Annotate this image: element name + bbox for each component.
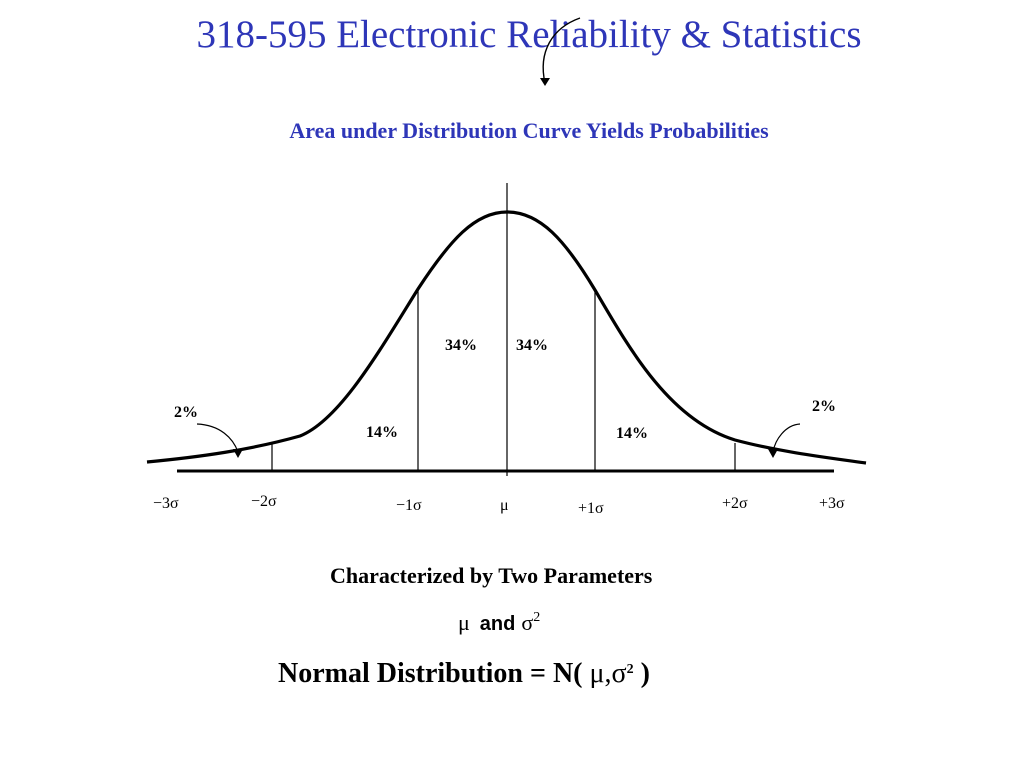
title-decoration-arrow	[542, 17, 581, 84]
sigma-label-plus-3: +3σ	[819, 495, 845, 512]
normal-distribution-formula: Normal Distribution = N( μ,σ2 )	[278, 658, 650, 690]
sigma-exponent: 2	[533, 610, 541, 625]
sigma-label-minus-1: −1σ	[396, 497, 422, 514]
formula-suffix: )	[640, 658, 650, 689]
sigma-label-plus-2: +2σ	[722, 495, 748, 512]
parameters-heading: Characterized by Two Parameters	[330, 563, 653, 588]
formula-prefix: Normal Distribution = N(	[278, 658, 583, 689]
title-decoration-arrowhead	[540, 78, 550, 86]
sigma-label-minus-2: −2σ	[251, 493, 277, 510]
diagram-subtitle: Area under Distribution Curve Yields Pro…	[289, 118, 769, 143]
and-word: and	[479, 613, 516, 635]
left-tail-arrowhead	[233, 449, 243, 458]
formula-params: μ,σ	[589, 658, 627, 689]
sigma-label-mu: μ	[500, 497, 509, 514]
label-inner-right: 34%	[516, 337, 548, 354]
mu-symbol: μ	[458, 610, 470, 635]
label-tail-right: 2%	[812, 398, 836, 415]
sigma-symbol: σ	[521, 610, 534, 635]
left-tail-arrow	[196, 423, 239, 453]
parameters-symbols: μ and σ2	[458, 610, 540, 636]
label-tail-left: 2%	[174, 404, 198, 421]
label-inner-left: 34%	[445, 337, 477, 354]
formula-exponent: 2	[626, 662, 634, 677]
right-tail-arrow	[772, 423, 801, 453]
right-tail-arrowhead	[768, 449, 778, 458]
label-middle-left: 14%	[366, 424, 398, 441]
bell-curve	[146, 210, 867, 465]
label-middle-right: 14%	[616, 425, 648, 442]
sigma-label-minus-3: −3σ	[153, 495, 179, 512]
sigma-label-plus-1: +1σ	[578, 500, 604, 517]
slide-title: 318-595 Electronic Reliability & Statist…	[196, 13, 862, 56]
